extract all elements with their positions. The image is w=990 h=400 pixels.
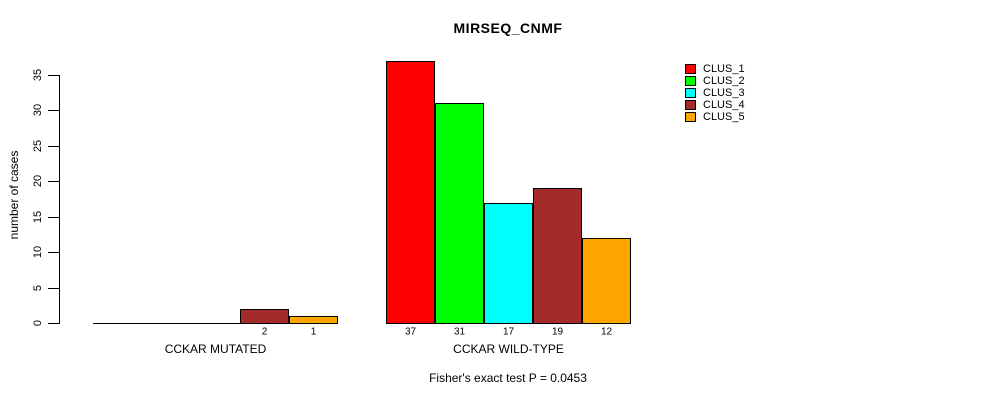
y-axis-tick-label: 30 xyxy=(32,103,44,117)
legend-swatch-clus_2 xyxy=(685,76,696,86)
x-axis-group-label: CCKAR MUTATED xyxy=(164,342,267,356)
legend-label: CLUS_1 xyxy=(703,63,745,75)
legend-item: CLUS_3 xyxy=(685,87,745,99)
bar-value-label: 12 xyxy=(600,326,613,338)
y-axis-tick xyxy=(48,288,59,289)
bar-clus_4-group1 xyxy=(533,188,582,324)
bar-value-label: 1 xyxy=(310,326,317,338)
legend-label: CLUS_3 xyxy=(703,87,745,99)
legend-item: CLUS_5 xyxy=(685,111,745,123)
y-axis-tick xyxy=(48,75,59,76)
bar-value-label: 2 xyxy=(261,326,268,338)
y-axis-tick-label: 10 xyxy=(32,245,44,259)
bar-value-label: 37 xyxy=(404,326,417,338)
bar-value-label: 19 xyxy=(551,326,564,338)
legend-label: CLUS_2 xyxy=(703,75,745,87)
chart-title: MIRSEQ_CNMF xyxy=(453,20,563,36)
y-axis-tick-label: 35 xyxy=(32,68,44,82)
legend-swatch-clus_5 xyxy=(685,112,696,122)
y-axis-tick xyxy=(48,252,59,253)
legend-swatch-clus_4 xyxy=(685,100,696,110)
y-axis-tick-label: 20 xyxy=(32,174,44,188)
legend-label: CLUS_4 xyxy=(703,99,745,111)
bar-clus_2-group1 xyxy=(435,103,484,324)
y-axis-tick xyxy=(48,110,59,111)
legend-swatch-clus_1 xyxy=(685,64,696,74)
legend-item: CLUS_2 xyxy=(685,75,745,87)
legend-label: CLUS_5 xyxy=(703,111,745,123)
bar-clus_4-group0 xyxy=(240,309,289,324)
legend-item: CLUS_1 xyxy=(685,63,745,75)
y-axis-tick xyxy=(48,181,59,182)
y-axis-tick xyxy=(48,217,59,218)
y-axis-tick xyxy=(48,146,59,147)
legend-item: CLUS_4 xyxy=(685,99,745,111)
legend: CLUS_1 CLUS_2 CLUS_3 CLUS_4 CLUS_5 xyxy=(685,63,745,123)
x-axis-group-label: CCKAR WILD-TYPE xyxy=(453,342,564,356)
y-axis-tick-label: 5 xyxy=(32,284,44,292)
legend-swatch-clus_3 xyxy=(685,88,696,98)
bar-value-label: 17 xyxy=(502,326,515,338)
footnote-text: Fisher's exact test P = 0.0453 xyxy=(429,371,587,385)
y-axis-tick xyxy=(48,323,59,324)
bar-value-label: 31 xyxy=(453,326,466,338)
bar-clus_1-group1 xyxy=(386,61,435,324)
bar-clus_3-group1 xyxy=(484,203,533,324)
group-baseline xyxy=(93,323,338,324)
y-axis-tick-label: 0 xyxy=(32,319,44,327)
y-axis-tick-label: 15 xyxy=(32,210,44,224)
y-axis-tick-label: 25 xyxy=(32,139,44,153)
y-axis-line xyxy=(59,75,60,324)
bar-clus_5-group0 xyxy=(289,316,338,324)
y-axis-title: number of cases xyxy=(7,150,21,240)
bar-clus_5-group1 xyxy=(582,238,631,324)
